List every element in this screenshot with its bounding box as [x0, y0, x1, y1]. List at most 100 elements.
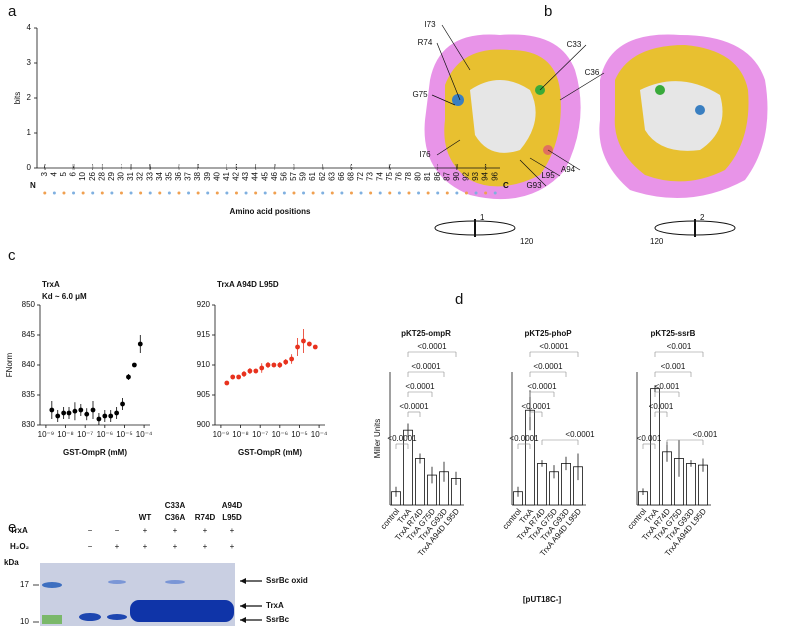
marker-label: 10: [20, 617, 29, 626]
point: [253, 368, 259, 374]
position-dot: [455, 191, 459, 195]
logo-letter: H: [73, 165, 75, 173]
position-label: 42: [232, 171, 241, 180]
position-dot: [349, 191, 353, 195]
position-dot: [282, 191, 286, 195]
position-label: 90: [452, 171, 461, 180]
arrow-head: [240, 578, 246, 584]
y-axis-label: bits: [13, 92, 22, 104]
leader-line: [519, 159, 547, 187]
point: [241, 371, 247, 377]
p-value: <0.001: [655, 382, 680, 391]
x-tick-label: 10⁻⁵: [116, 430, 132, 439]
structure-patch: [640, 81, 723, 151]
p-value: <0.001: [693, 430, 718, 439]
position-dot: [215, 191, 219, 195]
c-terminus: C: [503, 181, 509, 190]
point: [265, 362, 271, 368]
residue-label: I76: [419, 150, 431, 159]
point: [114, 410, 120, 416]
leader-line: [529, 157, 561, 177]
p-value: <0.0001: [399, 402, 429, 411]
lane-label: WT: [139, 513, 152, 522]
logo-letter: N: [149, 165, 151, 173]
position-dot: [72, 191, 76, 195]
p-value: <0.0001: [405, 382, 435, 391]
chart-title: pKT25-ssrB: [651, 329, 696, 338]
position-dot: [100, 191, 104, 195]
residue-label: R74: [418, 38, 433, 47]
bar: [537, 463, 547, 506]
p-value: <0.0001: [527, 382, 557, 391]
x-axis-label: Amino acid positions: [230, 207, 311, 216]
sign: +: [173, 526, 178, 535]
position-label: 78: [404, 171, 413, 180]
position-dot: [493, 191, 497, 195]
x-axis-label: [pUT18C-]: [523, 595, 562, 604]
point: [271, 362, 277, 368]
logo-letter: P: [197, 165, 199, 173]
position-label: 6: [69, 171, 78, 176]
position-label: 35: [164, 171, 173, 180]
position-dot: [196, 191, 200, 195]
sign: +: [143, 542, 148, 551]
rotation-label: 120: [650, 237, 664, 246]
position-dot: [110, 191, 114, 195]
sign: +: [115, 542, 120, 551]
p-value: <0.0001: [565, 430, 595, 439]
position-dot: [369, 191, 373, 195]
residue-spot: [452, 94, 464, 106]
p-value: <0.0001: [521, 402, 551, 411]
point: [312, 344, 318, 350]
logo-letter: K: [255, 165, 256, 173]
bar: [415, 458, 425, 506]
logo-letter: G: [351, 165, 353, 173]
sign: +: [203, 526, 208, 535]
position-label: 5: [59, 171, 68, 176]
y-axis-label: Miller Units: [373, 419, 382, 459]
x-tick-label: 10⁻⁶: [97, 430, 113, 439]
p-value: <0.0001: [509, 434, 539, 443]
residue-label: I73: [424, 20, 436, 29]
logo-letter: K: [178, 165, 179, 173]
chart-title: TrxA: [42, 280, 60, 289]
y-tick-label: 910: [197, 360, 211, 369]
logo-letter: Y: [274, 165, 276, 173]
position-label: 3: [40, 171, 49, 176]
position-dot: [206, 191, 210, 195]
arrow-head: [240, 603, 246, 609]
x-tick-label: 10⁻⁴: [311, 430, 328, 439]
band: [108, 580, 126, 584]
position-dot: [464, 191, 468, 195]
sign: +: [230, 526, 235, 535]
position-label: 40: [212, 171, 221, 180]
residue-spot: [655, 85, 665, 95]
position-label: 45: [260, 171, 269, 180]
position-dot: [129, 191, 133, 195]
logo-letter: D: [92, 165, 93, 173]
position-dot: [225, 191, 229, 195]
point: [224, 380, 230, 386]
lane-label: A94D L95D: [222, 501, 243, 522]
arrow-head: [240, 617, 246, 623]
rotation-label: 120: [520, 237, 534, 246]
position-dot: [397, 191, 401, 195]
x-tick-label: 10⁻⁴: [136, 430, 153, 439]
leader-line: [547, 149, 581, 171]
point: [84, 411, 90, 417]
position-dot: [234, 191, 238, 195]
x-tick-label: 10⁻⁷: [252, 430, 268, 439]
x-tick-label: 10⁻⁸: [232, 430, 249, 439]
position-label: 72: [356, 171, 365, 180]
point: [306, 341, 312, 347]
position-label: 43: [241, 171, 250, 180]
logo-letter: E: [236, 165, 237, 173]
position-label: 96: [490, 171, 499, 180]
position-label: 37: [184, 171, 193, 180]
position-label: 68: [347, 171, 356, 180]
position-dot: [417, 191, 421, 195]
marker-label: 17: [20, 580, 29, 589]
y-tick-label: 835: [22, 390, 36, 399]
panel-label: e: [8, 519, 16, 536]
